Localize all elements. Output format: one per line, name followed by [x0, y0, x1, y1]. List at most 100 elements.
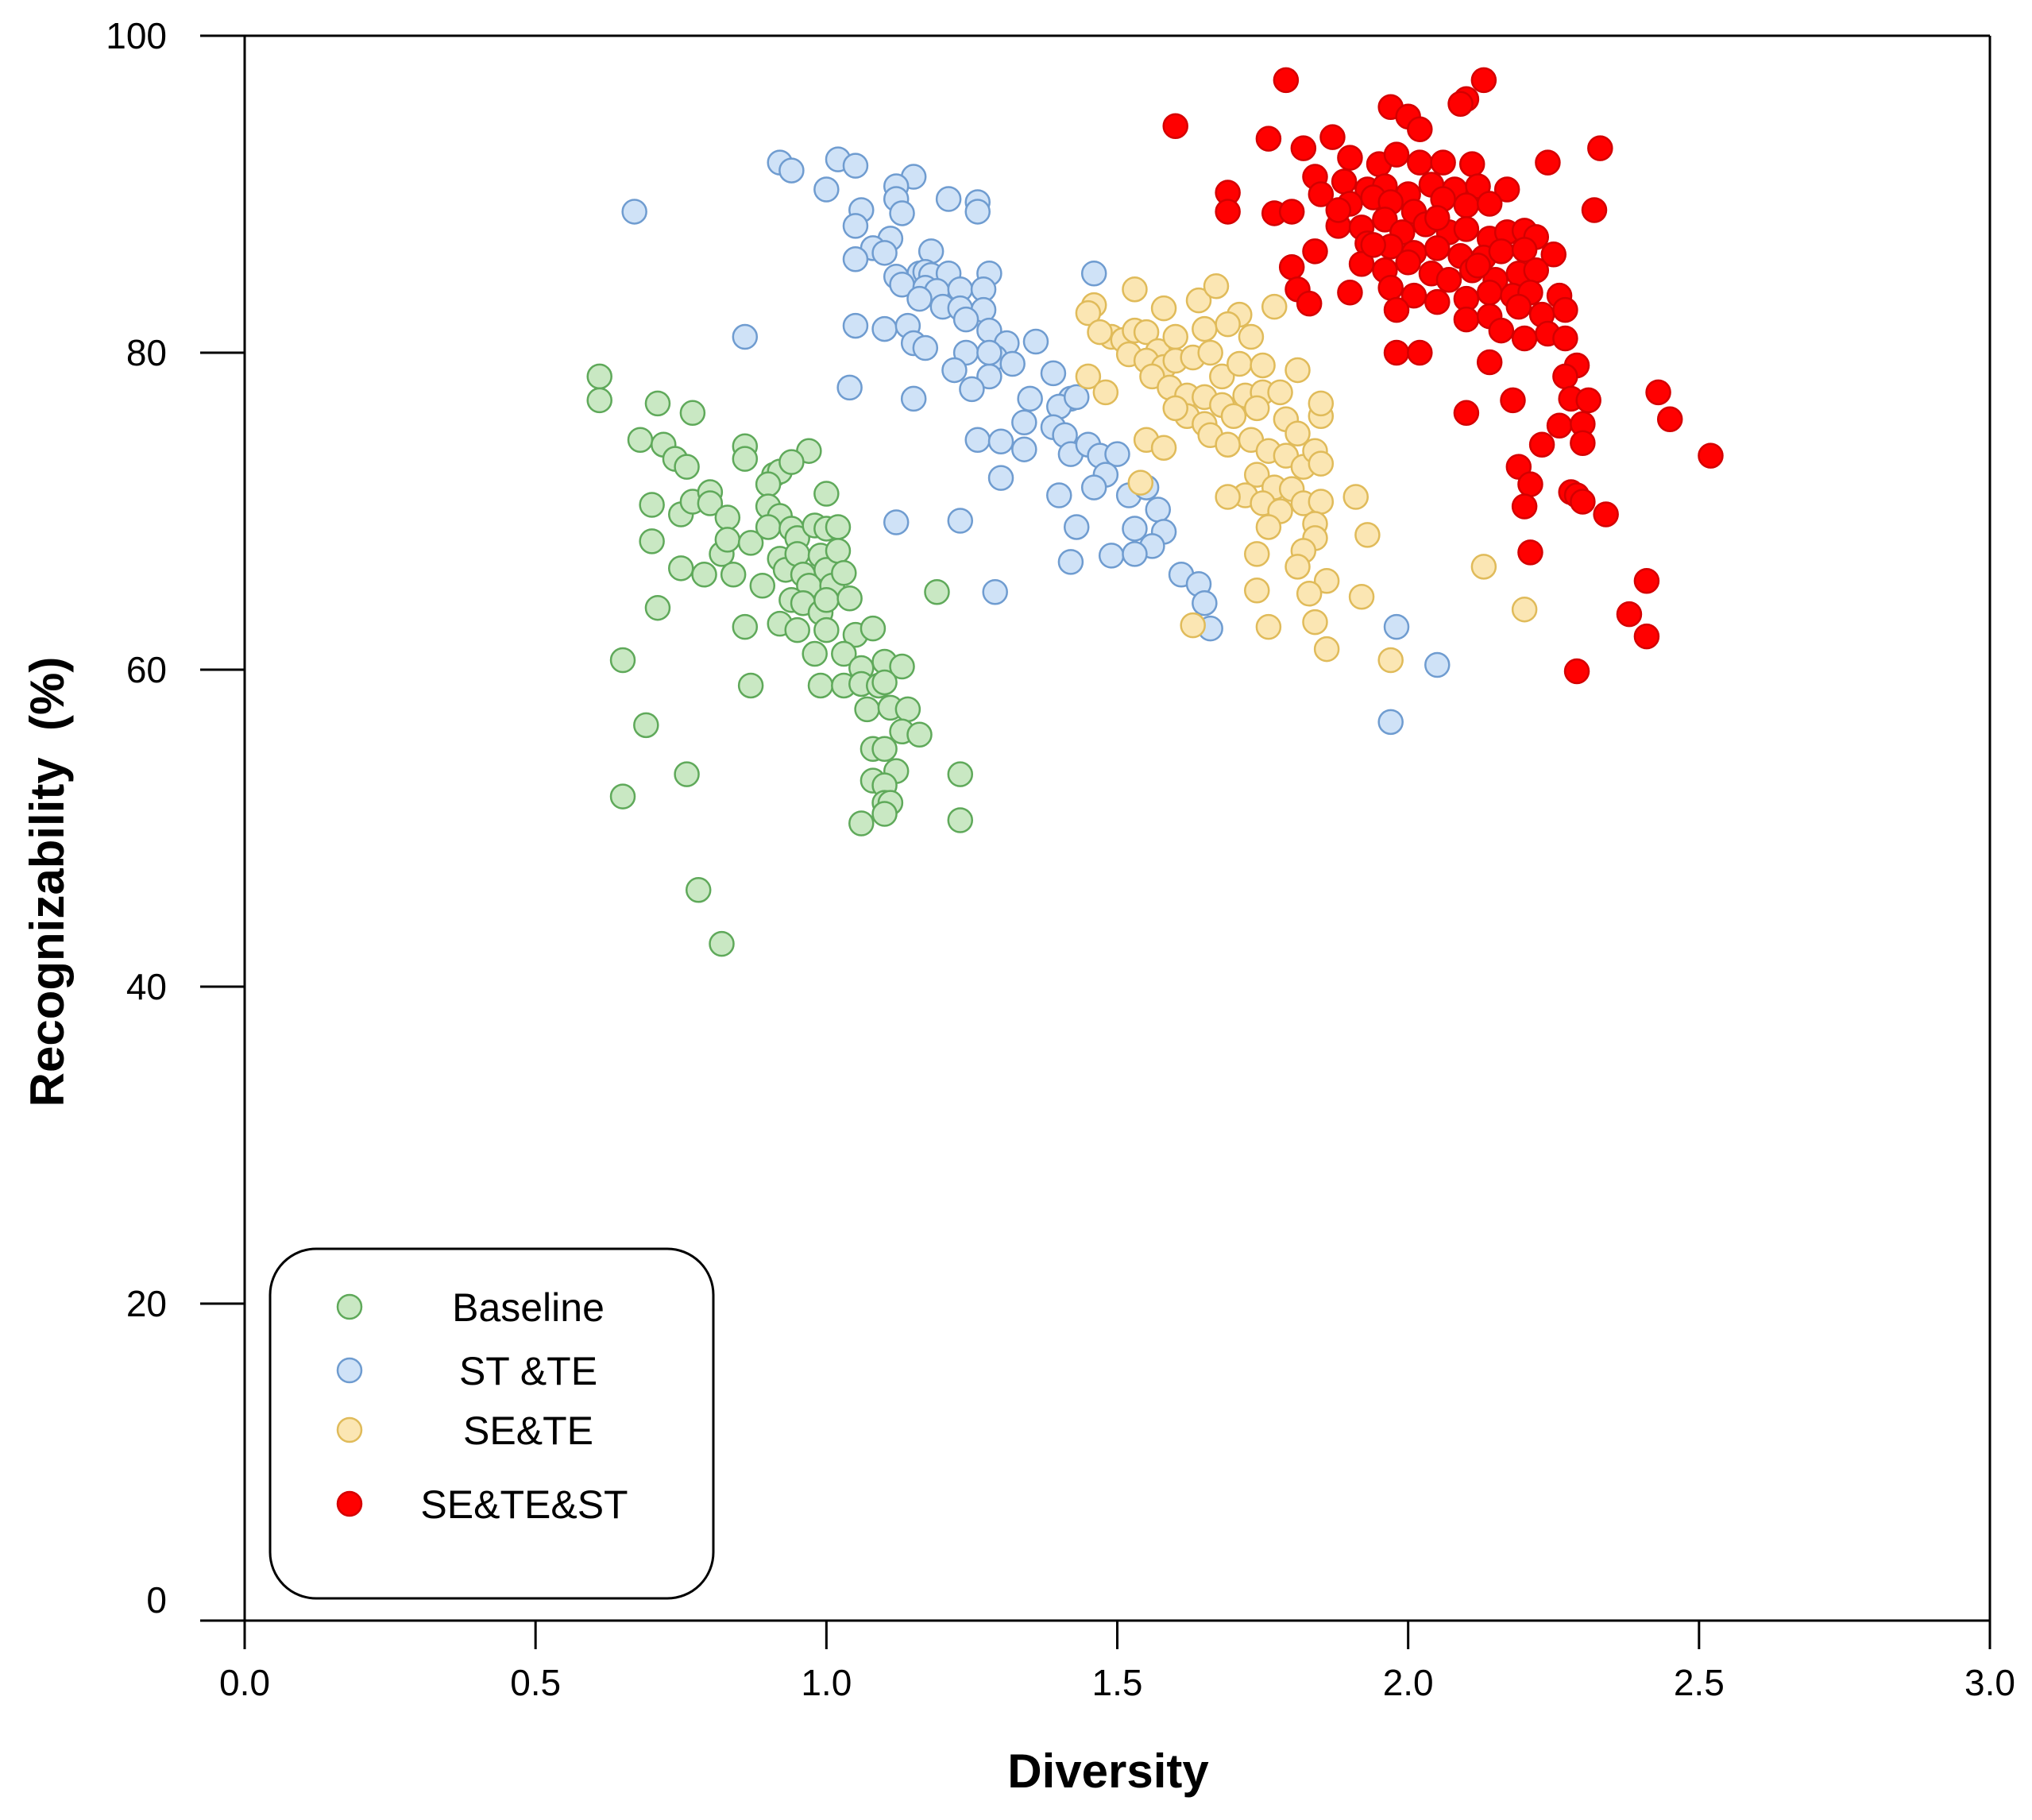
data-point	[1063, 514, 1090, 540]
data-point	[1192, 589, 1218, 616]
x-tick-label: 3.0	[1964, 1662, 2015, 1703]
data-point	[1698, 442, 1724, 469]
data-point	[1296, 290, 1323, 317]
data-point	[737, 530, 764, 556]
data-point	[1424, 651, 1451, 678]
data-point	[1080, 474, 1107, 500]
legend-marker	[336, 1416, 363, 1443]
data-point	[1296, 580, 1323, 607]
x-axis-title: Diversity	[1007, 1745, 1209, 1798]
data-point	[906, 285, 933, 312]
data-point	[1104, 441, 1130, 467]
data-point	[1209, 363, 1235, 390]
data-point	[1011, 409, 1037, 436]
data-point	[644, 390, 671, 417]
data-point	[679, 400, 706, 427]
data-point	[1407, 339, 1433, 366]
data-point	[842, 312, 869, 339]
data-point	[964, 199, 991, 225]
data-point	[1563, 658, 1590, 685]
data-point	[831, 560, 857, 586]
data-point	[737, 672, 764, 699]
data-point	[1087, 319, 1113, 346]
data-point	[639, 492, 665, 518]
data-point	[1244, 395, 1270, 422]
y-tick-label: 0	[146, 1579, 167, 1621]
y-axis: 0 20 40 60 80 100	[106, 15, 245, 1622]
data-point	[1470, 554, 1497, 580]
data-point	[999, 350, 1026, 377]
data-point	[807, 672, 834, 699]
data-point	[1220, 403, 1247, 430]
data-point	[1511, 596, 1538, 623]
data-point	[1250, 352, 1276, 379]
data-point	[1215, 311, 1241, 338]
data-point	[1278, 254, 1305, 280]
data-point	[1319, 124, 1346, 150]
data-point	[1458, 151, 1485, 177]
data-point	[1546, 412, 1573, 439]
legend-label: SE&TE	[463, 1408, 593, 1453]
data-point	[1342, 484, 1369, 510]
data-point	[1255, 514, 1282, 540]
data-point	[836, 374, 863, 401]
data-point	[755, 514, 782, 540]
data-point	[1435, 266, 1462, 293]
x-axis: 0.0 0.5 1.0 1.5 2.0 2.5 3.0	[219, 1621, 2015, 1703]
data-point	[1407, 116, 1433, 142]
data-point	[831, 640, 857, 667]
legend-marker	[336, 1357, 363, 1384]
data-point	[952, 306, 979, 333]
data-point	[1162, 323, 1188, 350]
data-point	[924, 578, 950, 605]
data-point	[1238, 323, 1265, 350]
data-point	[621, 199, 647, 225]
data-point	[1424, 235, 1451, 261]
data-point	[1581, 197, 1608, 223]
data-point	[1447, 91, 1474, 118]
series-1	[621, 146, 1451, 736]
legend-label: SE&TE&ST	[420, 1482, 628, 1527]
data-point	[1377, 274, 1404, 301]
data-point	[1453, 216, 1480, 242]
data-point	[609, 647, 636, 674]
data-point	[1192, 315, 1218, 342]
data-point	[947, 761, 974, 787]
data-point	[1203, 272, 1230, 299]
data-point	[813, 176, 840, 203]
data-point	[639, 528, 665, 555]
data-point	[1122, 516, 1148, 542]
legend-box	[268, 1247, 715, 1600]
data-point	[1227, 350, 1253, 377]
data-point	[1476, 349, 1503, 376]
data-point	[644, 594, 671, 621]
data-point	[1185, 287, 1212, 314]
data-point	[691, 562, 717, 588]
data-point	[1075, 299, 1102, 327]
data-point	[906, 721, 933, 748]
data-point	[1337, 145, 1363, 171]
x-tick-label: 2.0	[1383, 1662, 1434, 1703]
data-point	[586, 363, 612, 390]
data-point	[627, 427, 654, 453]
data-point	[825, 538, 852, 564]
x-tick-label: 1.0	[801, 1662, 852, 1703]
data-point	[842, 246, 869, 272]
data-point	[1244, 462, 1270, 488]
data-point	[976, 339, 1002, 366]
data-point	[1377, 709, 1404, 736]
data-point	[1470, 67, 1497, 94]
data-point	[1278, 199, 1305, 225]
data-point	[1348, 583, 1375, 610]
legend-marker	[336, 1293, 363, 1320]
series-2	[1075, 272, 1538, 674]
data-point	[1570, 489, 1596, 515]
data-point	[883, 509, 910, 535]
data-point	[633, 712, 659, 739]
data-point	[1040, 360, 1067, 387]
data-point	[1244, 541, 1270, 567]
data-point	[1383, 339, 1410, 366]
data-points	[586, 67, 1724, 957]
data-point	[1122, 541, 1148, 567]
data-point	[1424, 288, 1451, 315]
